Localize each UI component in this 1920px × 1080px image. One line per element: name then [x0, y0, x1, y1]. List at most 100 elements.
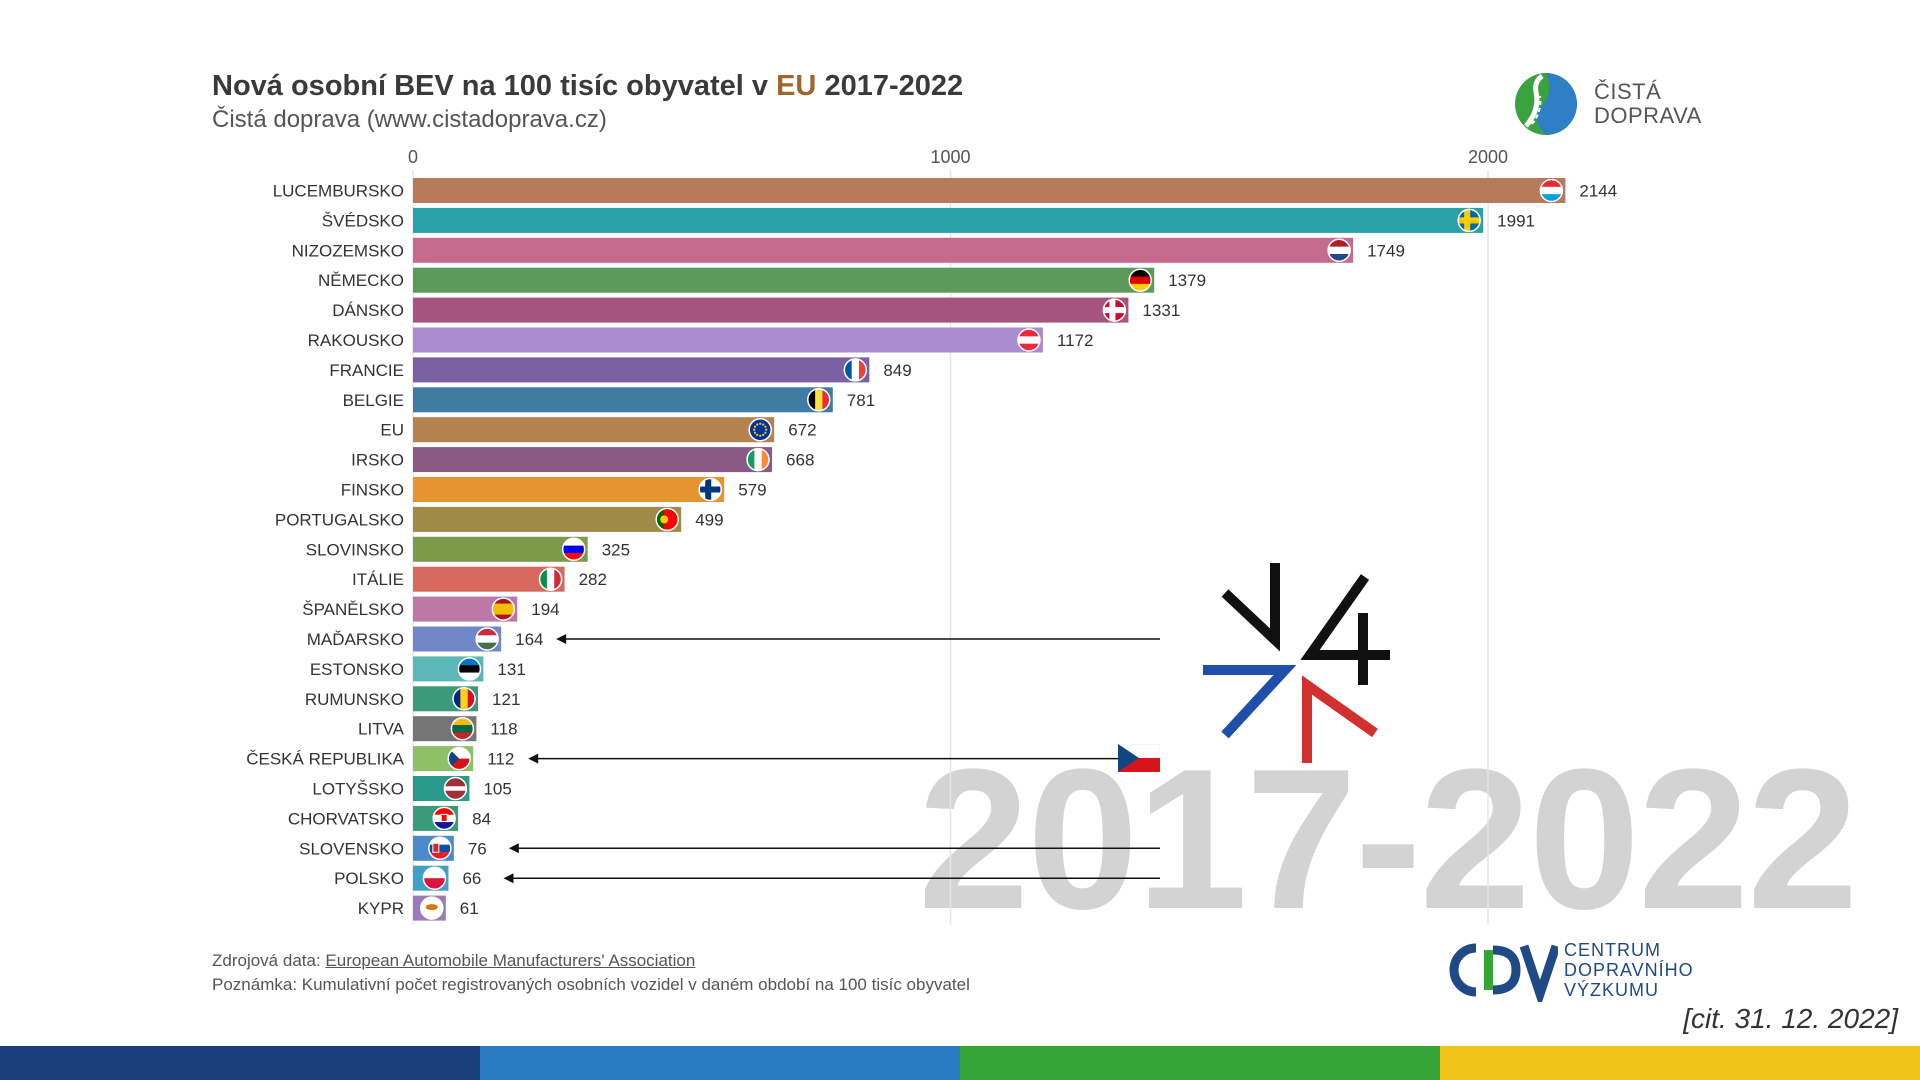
- lithuania-flag-icon: [451, 717, 474, 740]
- cdv-text: CENTRUM DOPRAVNÍHO VÝZKUMU: [1564, 940, 1694, 1000]
- category-label: PORTUGALSKO: [275, 510, 404, 529]
- x-tick-label: 0: [408, 147, 418, 167]
- cdv-line1: CENTRUM: [1564, 940, 1661, 960]
- bar-row: LUCEMBURSKO 2144: [273, 178, 1617, 203]
- flag-ring: [432, 806, 456, 831]
- flag-stripe: [562, 552, 585, 561]
- flag-ring: [457, 657, 482, 681]
- flag-stripe: [451, 732, 474, 740]
- flag-stripe: [458, 672, 481, 680]
- flag-stripe: [492, 614, 515, 621]
- logo-line2: DOPRAVA: [1594, 103, 1702, 128]
- pointer-arrow-head: [508, 843, 519, 854]
- source-link[interactable]: European Automobile Manufacturers' Assoc…: [325, 951, 696, 970]
- flag-stripe: [1328, 253, 1351, 262]
- czech-flag-icon: [1118, 744, 1160, 772]
- flag-stripe: [562, 538, 585, 546]
- flag-triangle: [448, 747, 460, 770]
- footer-stripe-2: [480, 1046, 960, 1080]
- flag-cross: [1464, 209, 1471, 232]
- luxembourg-flag-icon: [1540, 179, 1563, 202]
- bar-row: RAKOUSKO 1172: [308, 327, 1094, 353]
- category-label: SLOVINSKO: [306, 540, 404, 559]
- flag-stripe: [1129, 276, 1152, 285]
- chart-title: Nová osobní BEV na 100 tisíc obyvatel v …: [212, 70, 963, 103]
- bar: [413, 417, 775, 443]
- category-label: POLSKO: [334, 869, 404, 888]
- flag-stripe: [1540, 186, 1563, 195]
- footnote: Poznámka: Kumulativní počet registrovaný…: [212, 975, 970, 994]
- flag-star: [764, 431, 767, 434]
- flag-ring: [1017, 328, 1041, 352]
- czechia-flag-icon: [448, 747, 471, 770]
- flag-emblem: [440, 813, 448, 822]
- flag-ring: [420, 896, 444, 920]
- category-label: CHORVATSKO: [288, 809, 404, 828]
- bar: [413, 536, 588, 562]
- flag-ring: [807, 388, 831, 412]
- pointer-arrow-head: [556, 634, 567, 644]
- spain-flag-icon: [492, 598, 515, 621]
- flag-stripe: [656, 508, 664, 531]
- flag-ring: [1457, 208, 1481, 233]
- flag-stripe: [453, 687, 461, 710]
- flag-cross: [705, 478, 712, 501]
- category-label: RUMUNSKO: [305, 690, 404, 709]
- category-label: SLOVENSKO: [299, 839, 404, 858]
- flag-ring: [422, 866, 447, 890]
- flag-ring: [748, 417, 772, 442]
- flag-star: [762, 433, 765, 436]
- flag-star: [756, 433, 759, 436]
- bar: [413, 327, 1043, 353]
- flag-star: [764, 425, 767, 428]
- bar-row: NIZOZEMSKO 1749: [292, 237, 1405, 263]
- category-label: EU: [380, 421, 404, 440]
- flag-ring: [655, 507, 679, 532]
- bar-row: LOTYŠSKO 105: [312, 776, 512, 801]
- cdv-line3: VÝZKUMU: [1564, 980, 1660, 1000]
- value-label: 668: [786, 451, 814, 470]
- flag-stripe: [423, 878, 446, 890]
- cista-doprava-logo: ČISTÁ DOPRAVA: [1512, 68, 1752, 144]
- flag-ring: [1128, 268, 1152, 292]
- bar-row: NĚMECKO 1379: [318, 267, 1206, 293]
- flag-stripe: [1017, 336, 1040, 344]
- hungary-flag-icon: [476, 628, 499, 650]
- flag-ring: [538, 567, 563, 591]
- value-label: 282: [579, 570, 607, 589]
- category-label: DÁNSKO: [332, 301, 404, 320]
- bar-row: FRANCIE 849: [329, 357, 912, 383]
- flag-ring: [428, 836, 452, 861]
- flag-stripe: [467, 687, 476, 710]
- flag-stripe: [433, 822, 456, 830]
- flag-stripe: [451, 717, 474, 726]
- cdv-icon: [1449, 943, 1561, 1009]
- bar-row: SLOVENSKO 76: [299, 835, 1160, 861]
- value-label: 1991: [1497, 211, 1535, 230]
- bar-row: ŠVÉDSKO 1991: [322, 207, 1535, 233]
- period-watermark: 2017-2022: [918, 728, 1858, 951]
- category-label: ČESKÁ REPUBLIKA: [246, 750, 404, 769]
- value-label: 194: [531, 600, 559, 619]
- value-label: 1379: [1168, 271, 1206, 290]
- ireland-flag-icon: [747, 448, 770, 471]
- flag-stripe: [451, 725, 474, 733]
- flag-stripe: [761, 448, 770, 471]
- bar-row: IRSKO 668: [351, 447, 814, 473]
- cyprus-flag-icon: [420, 897, 443, 920]
- value-label: 121: [492, 690, 520, 709]
- value-label: 1331: [1142, 301, 1180, 320]
- flag-stripe: [444, 795, 467, 800]
- finland-flag-icon: [699, 478, 722, 501]
- value-label: 849: [883, 361, 911, 380]
- flag-ring: [698, 477, 722, 502]
- category-label: FINSKO: [341, 481, 404, 500]
- v4-logo: [1203, 563, 1390, 763]
- denmark-flag-icon: [1103, 299, 1126, 322]
- flag-field: [749, 418, 772, 441]
- title-part2: 2017-2022: [816, 70, 964, 102]
- flag-ring: [843, 358, 868, 382]
- category-label: NĚMECKO: [318, 271, 404, 290]
- croatia-flag-icon: [433, 807, 456, 830]
- value-label: 112: [487, 750, 514, 769]
